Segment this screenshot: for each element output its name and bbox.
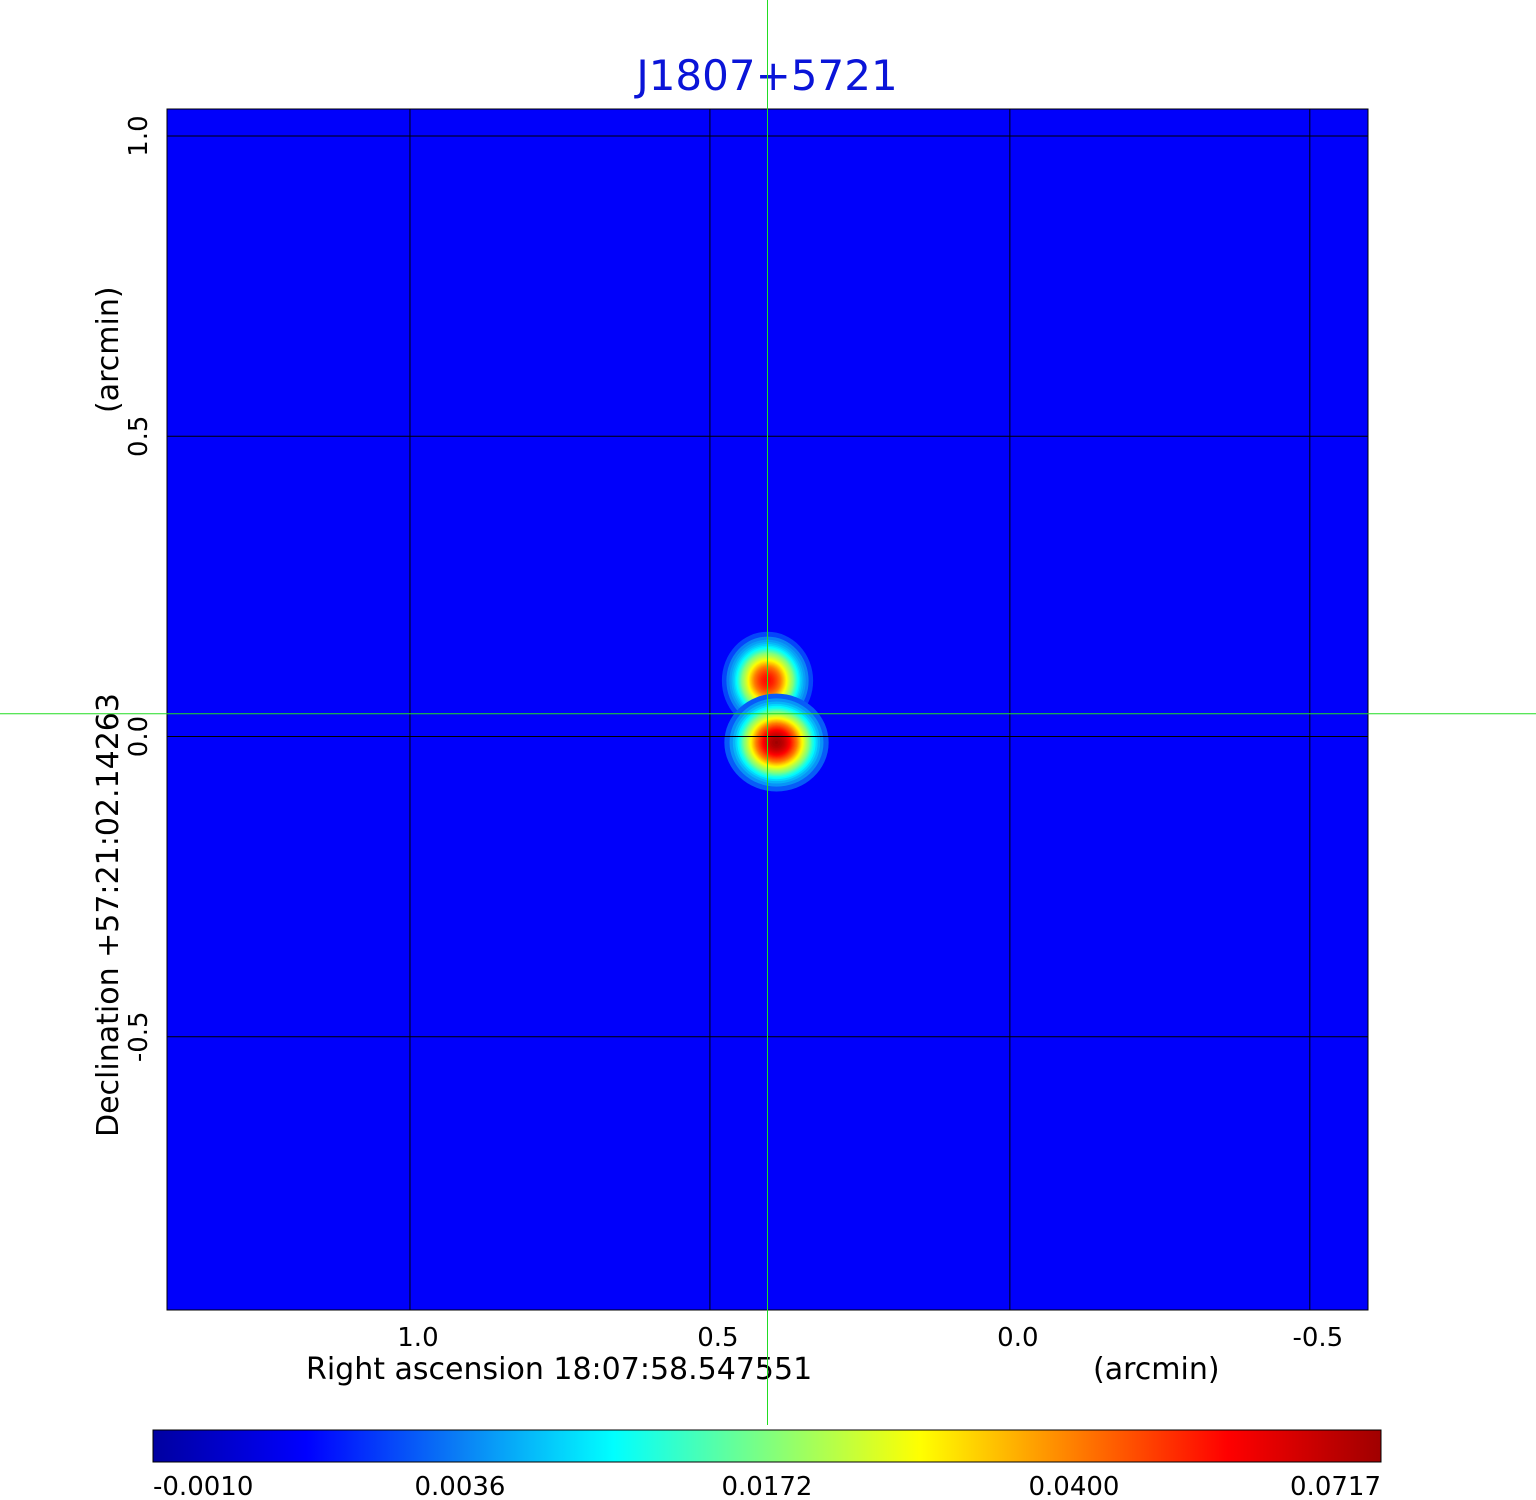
y-tick-label: -0.5: [124, 1011, 154, 1062]
x-tick-label: 0.5: [697, 1323, 738, 1353]
y-tick-label: 0.5: [124, 416, 154, 457]
source-contour: [774, 741, 778, 745]
colorbar-tick-labels: -0.0010 0.0036 0.0172 0.0400 0.0717: [153, 1472, 1381, 1500]
y-axis-unit: (arcmin): [91, 286, 126, 413]
x-axis-label: Right ascension 18:07:58.547551: [306, 1352, 812, 1387]
colorbar-tick-label: -0.0010: [153, 1472, 253, 1500]
colorbar-tick-label: 0.0172: [722, 1472, 813, 1500]
colorbar-tick-label: 0.0036: [415, 1472, 506, 1500]
x-tick-label: -0.5: [1292, 1323, 1343, 1353]
x-axis-unit: (arcmin): [1093, 1352, 1220, 1387]
crosshair-marker: [0, 0, 1536, 1425]
x-tick-label: 0.0: [997, 1323, 1038, 1353]
y-tick-label: 0.0: [124, 716, 154, 757]
source-emission-layer: [721, 631, 829, 792]
x-tick-label: 1.0: [397, 1323, 438, 1353]
source-component: [724, 693, 829, 792]
colorbar-tick-label: 0.0717: [1290, 1472, 1381, 1500]
chart-title: J1807+5721: [633, 51, 897, 100]
y-tick-labels: 1.0 0.5 0.0 -0.5: [124, 115, 154, 1062]
y-tick-label: 1.0: [124, 115, 154, 156]
colorbar-tick-label: 0.0400: [1029, 1472, 1120, 1500]
y-axis-label: Declination +57:21:02.14263: [91, 693, 126, 1137]
colorbar-gradient: [152, 1429, 1382, 1463]
colorbar: -0.0010 0.0036 0.0172 0.0400 0.0717: [152, 1429, 1382, 1500]
x-tick-labels: 1.0 0.5 0.0 -0.5: [397, 1323, 1343, 1353]
